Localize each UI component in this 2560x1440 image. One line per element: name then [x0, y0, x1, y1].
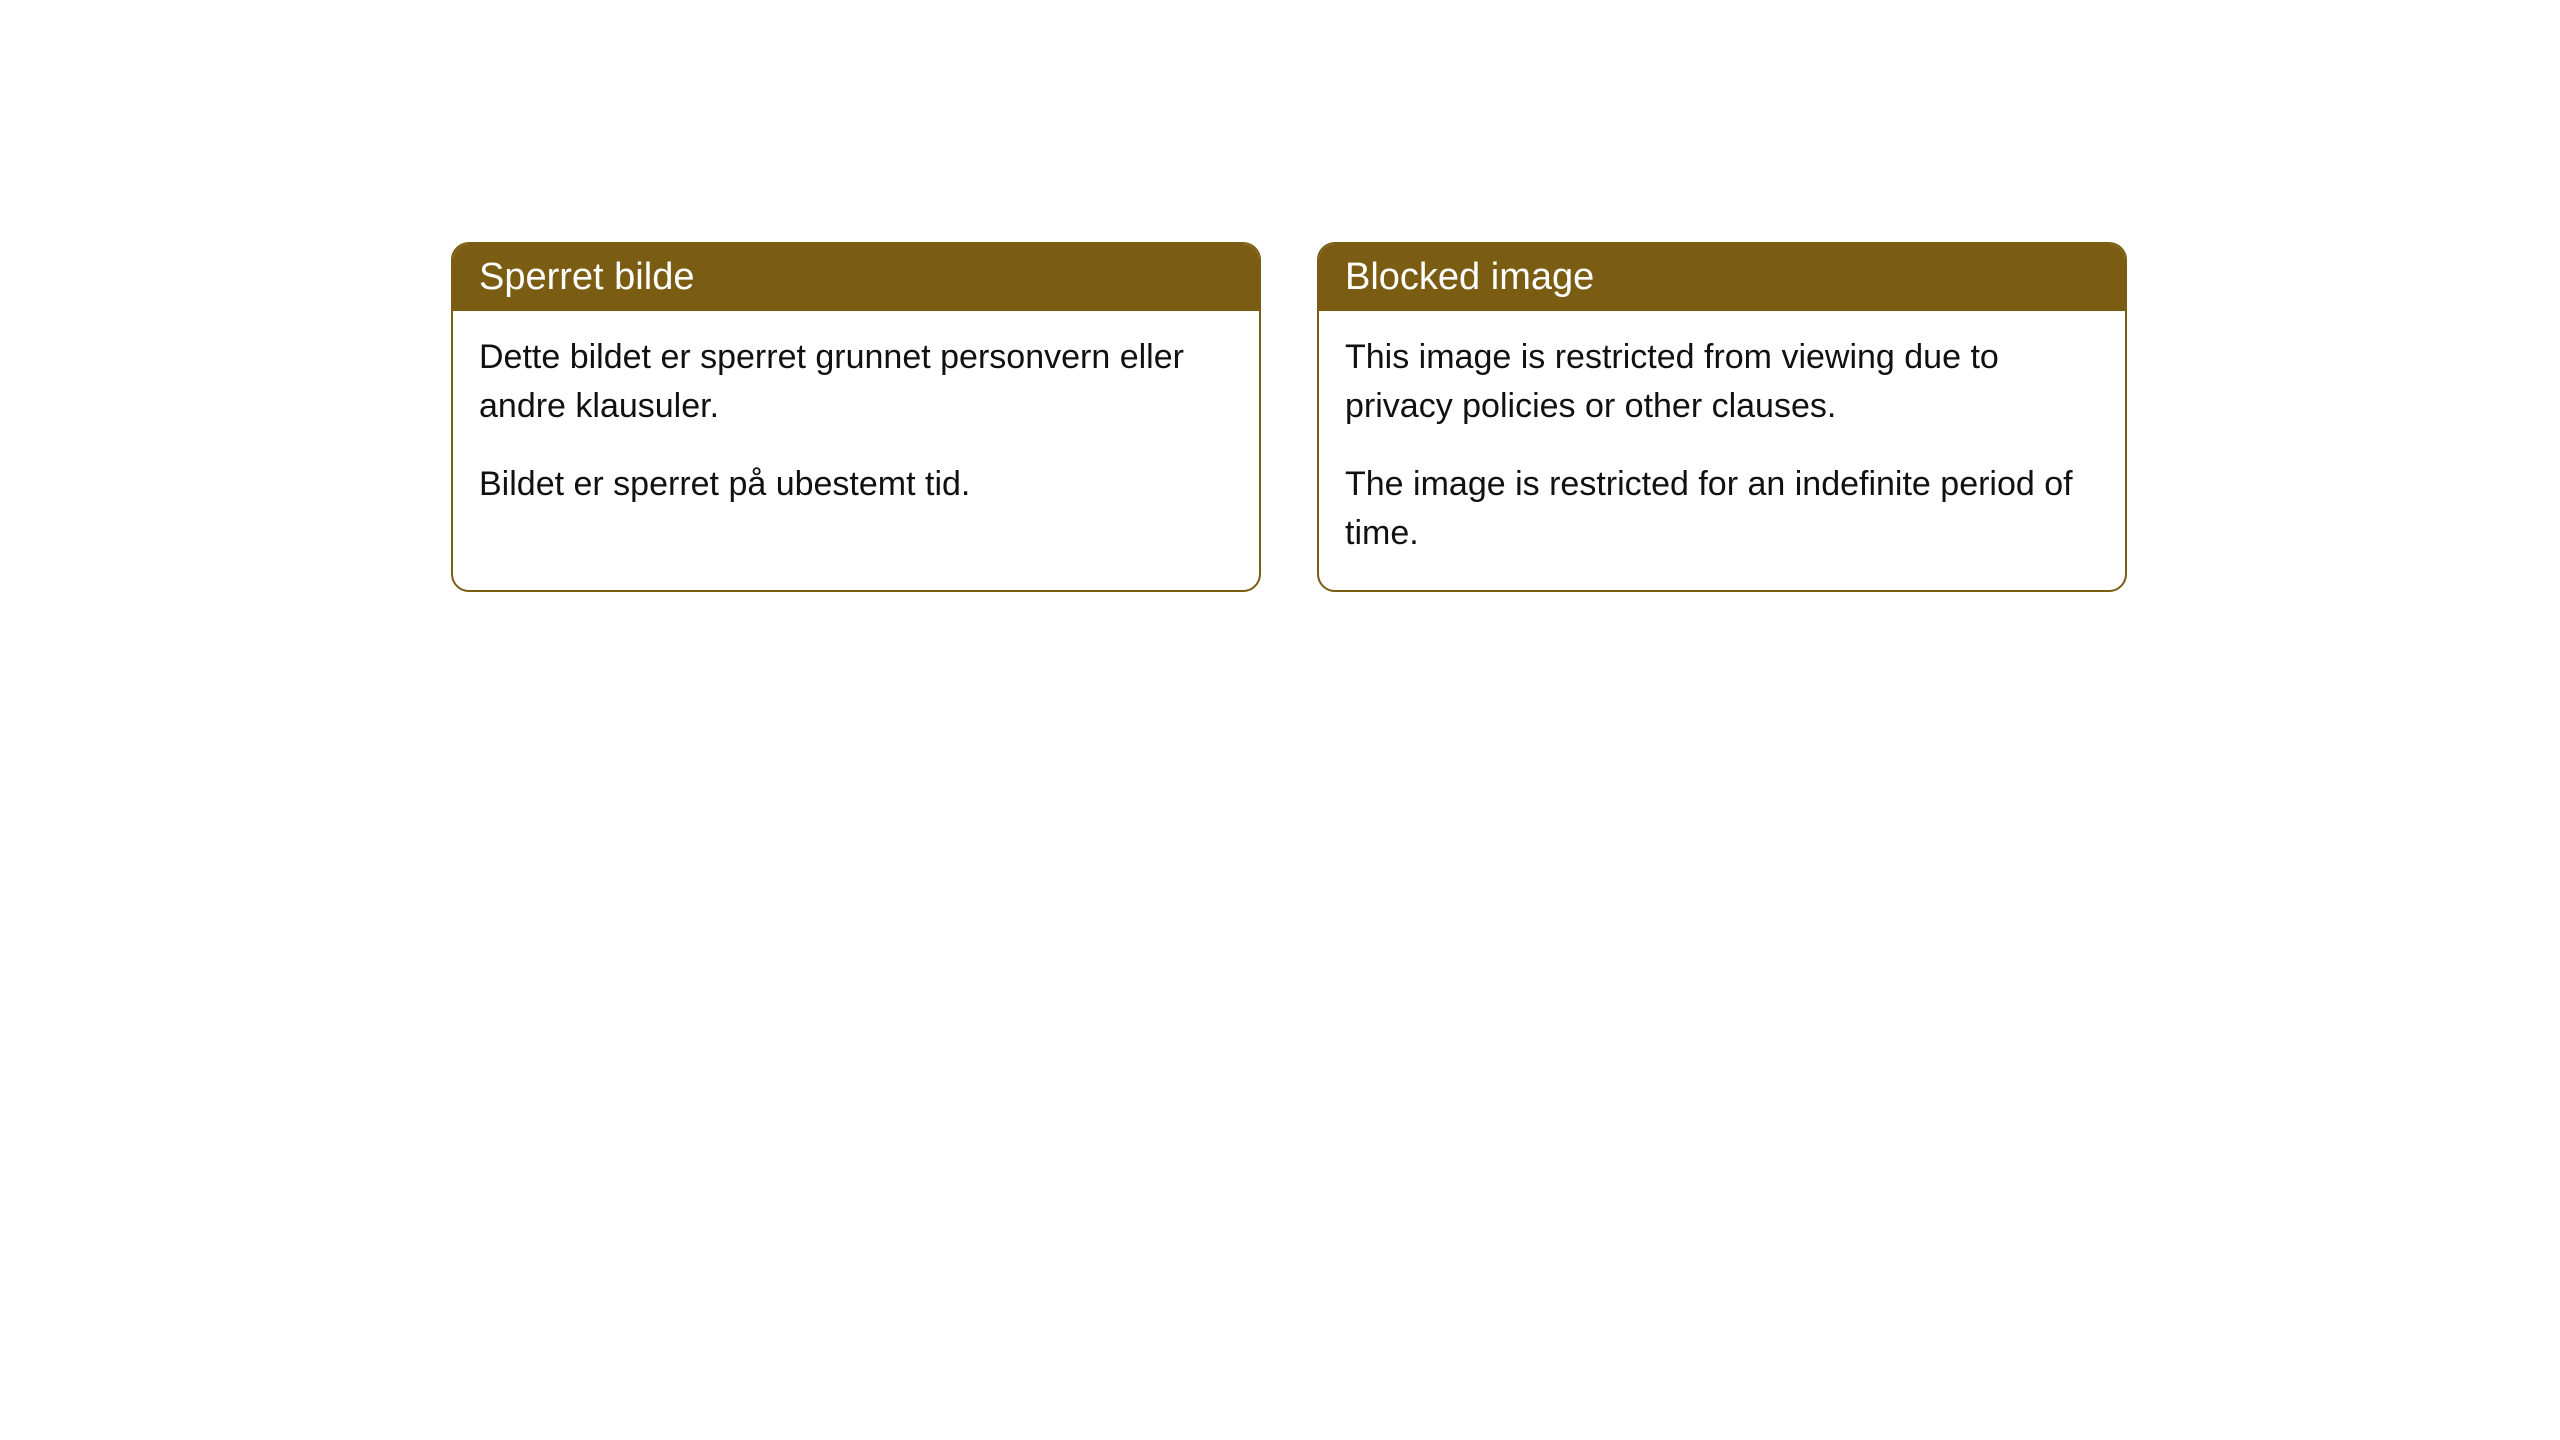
card-body-norwegian: Dette bildet er sperret grunnet personve…: [453, 311, 1259, 541]
card-header-norwegian: Sperret bilde: [453, 244, 1259, 311]
blocked-image-card-norwegian: Sperret bilde Dette bildet er sperret gr…: [451, 242, 1261, 592]
card-paragraph-2: Bildet er sperret på ubestemt tid.: [479, 460, 1233, 509]
card-paragraph-1: Dette bildet er sperret grunnet personve…: [479, 333, 1233, 432]
card-paragraph-2: The image is restricted for an indefinit…: [1345, 460, 2099, 559]
card-paragraph-1: This image is restricted from viewing du…: [1345, 333, 2099, 432]
card-body-english: This image is restricted from viewing du…: [1319, 311, 2125, 590]
card-title: Sperret bilde: [479, 256, 694, 298]
card-title: Blocked image: [1345, 256, 1594, 298]
notice-cards-container: Sperret bilde Dette bildet er sperret gr…: [451, 242, 2127, 592]
blocked-image-card-english: Blocked image This image is restricted f…: [1317, 242, 2127, 592]
card-header-english: Blocked image: [1319, 244, 2125, 311]
